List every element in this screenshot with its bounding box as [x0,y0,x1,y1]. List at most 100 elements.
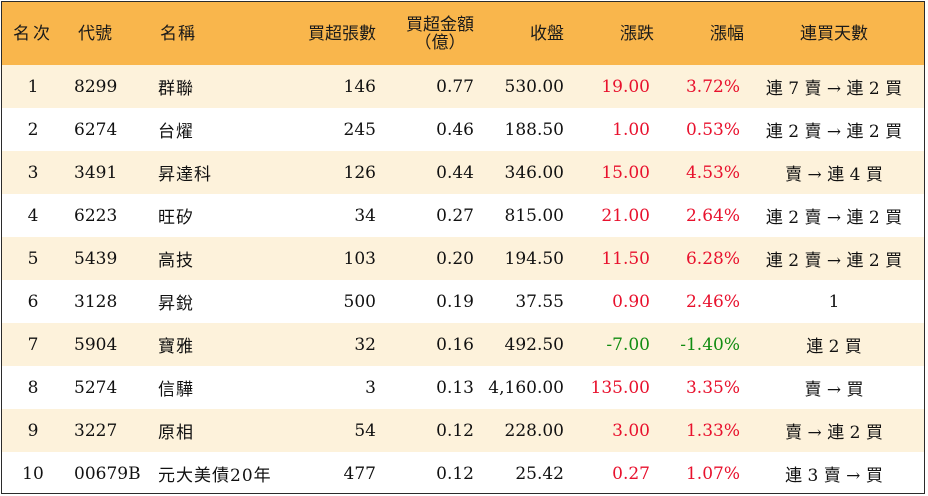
cell-rank: 8 [27,377,39,398]
cell-rank: 2 [27,119,39,140]
cell-net-buy-lots: 500 [343,291,376,312]
cell-close: 37.55 [515,291,564,312]
cell-net-buy-lots: 3 [365,377,376,398]
cell-close: 228.00 [504,420,564,441]
header-change: 漲跌 [620,23,654,44]
cell-net-buy-lots: 103 [343,248,376,269]
cell-change-pct: 2.46% [685,291,740,312]
header-close: 收盤 [530,23,564,44]
cell-name: 旺矽 [158,208,194,228]
cell-streak: 連 2 賣 → 連 2 買 [765,208,903,228]
cell-code: 3491 [74,162,118,183]
cell-name: 寶雅 [158,337,194,357]
cell-name: 高技 [158,251,194,271]
cell-rank: 10 [22,463,44,484]
cell-name: 信驊 [158,380,194,400]
cell-net-buy-amount: 0.77 [436,76,474,97]
cell-code: 5274 [74,377,118,398]
cell-streak: 連 2 賣 → 連 2 買 [765,122,903,142]
cell-streak: 賣 → 連 4 買 [785,165,883,185]
header-net-buy-amount-line1: 買超金額 [406,14,474,35]
cell-net-buy-amount: 0.12 [436,420,474,441]
cell-net-buy-lots: 126 [343,162,376,183]
header-net-buy-amount-stack: 買超金額 （億） [406,16,474,52]
cell-change: -7.00 [606,334,650,355]
header-streak: 連買天數 [800,23,868,44]
cell-change-pct: 2.64% [685,205,740,226]
cell-change-pct: -1.40% [680,334,740,355]
cell-name: 群聯 [158,79,194,99]
cell-change: 135.00 [590,377,650,398]
header-net-buy-amount-line2: （億） [414,32,466,53]
cell-rank: 4 [27,205,39,226]
cell-net-buy-amount: 0.27 [436,205,474,226]
cell-code: 5904 [74,334,118,355]
cell-close: 530.00 [504,76,564,97]
table-row: 2 6274 台燿 245 0.46 188.50 1.00 0.53% 連 2 賣 → 連 2… [2,108,924,151]
cell-streak: 連 2 賣 → 連 2 買 [765,251,903,271]
header-rank: 名次 [13,23,53,44]
cell-streak: 連 2 買 [806,337,862,357]
cell-change-pct: 6.28% [685,248,740,269]
header-code: 代號 [78,23,112,44]
table-row: 3 3491 昇達科 126 0.44 346.00 15.00 4.53% 賣 → 連 4 買 [2,151,924,194]
cell-close: 492.50 [504,334,564,355]
cell-net-buy-amount: 0.12 [436,463,474,484]
cell-rank: 1 [27,76,39,97]
table-row: 9 3227 原相 54 0.12 228.00 3.00 1.33% 賣 → 連 2 買 [2,409,924,452]
table-row: 1 8299 群聯 146 0.77 530.00 19.00 3.72% 連 7 賣 → 連 … [2,65,924,108]
header-name: 名稱 [160,23,196,44]
header-net-buy-amount: 買超金額 （億） [376,2,474,65]
cell-rank: 5 [27,248,39,269]
table-row: 10 00679B 元大美債20年 477 0.12 25.42 0.27 1.07% 連 3 … [2,452,924,493]
table-row: 8 5274 信驊 3 0.13 4,160.00 135.00 3.35% 賣 → 買 [2,366,924,409]
cell-name: 昇銳 [158,294,194,314]
cell-change-pct: 3.72% [685,76,740,97]
cell-rank: 9 [27,420,39,441]
cell-name: 昇達科 [158,165,212,185]
header-row: 名次 代號 名稱 買超張數 買超金額 （億） 收盤 漲跌 漲幅 連買天數 [2,2,924,65]
cell-net-buy-lots: 245 [343,119,376,140]
cell-close: 815.00 [504,205,564,226]
table-row: 6 3128 昇銳 500 0.19 37.55 0.90 2.46% 1 [2,280,924,323]
table-row: 4 6223 旺矽 34 0.27 815.00 21.00 2.64% 連 2 賣 → 連 2… [2,194,924,237]
cell-net-buy-amount: 0.44 [436,162,474,183]
cell-change: 3.00 [612,420,650,441]
cell-change: 15.00 [601,162,650,183]
cell-name: 原相 [158,423,194,443]
cell-streak: 賣 → 買 [804,380,864,400]
cell-close: 194.50 [504,248,564,269]
cell-code: 6274 [74,119,118,140]
cell-net-buy-amount: 0.19 [436,291,474,312]
header-net-buy-lots: 買超張數 [308,23,376,44]
cell-change-pct: 1.33% [685,420,740,441]
cell-code: 3227 [74,420,118,441]
cell-change-pct: 1.07% [685,463,740,484]
cell-streak: 1 [828,291,840,312]
header-change-pct: 漲幅 [710,23,744,44]
cell-close: 25.42 [515,463,564,484]
cell-code: 5439 [74,248,118,269]
table-row: 7 5904 寶雅 32 0.16 492.50 -7.00 -1.40% 連 2 買 [2,323,924,366]
cell-change: 0.90 [612,291,650,312]
cell-change: 0.27 [612,463,650,484]
cell-change: 1.00 [612,119,650,140]
cell-code: 3128 [74,291,118,312]
table-row: 5 5439 高技 103 0.20 194.50 11.50 6.28% 連 2 賣 → 連 … [2,237,924,280]
cell-streak: 連 3 賣 → 買 [785,466,883,486]
cell-net-buy-lots: 477 [343,463,376,484]
cell-net-buy-amount: 0.16 [436,334,474,355]
cell-streak: 賣 → 連 2 買 [785,423,883,443]
cell-code: 00679B [74,463,141,484]
cell-close: 346.00 [504,162,564,183]
cell-net-buy-amount: 0.13 [436,377,474,398]
cell-rank: 6 [27,291,39,312]
cell-net-buy-lots: 146 [343,76,376,97]
cell-change-pct: 0.53% [685,119,740,140]
table-body: 1 8299 群聯 146 0.77 530.00 19.00 3.72% 連 7 賣 → 連 … [2,65,924,493]
cell-net-buy-lots: 54 [354,420,376,441]
cell-net-buy-amount: 0.46 [436,119,474,140]
cell-rank: 3 [27,162,39,183]
cell-name: 元大美債20年 [158,466,272,486]
